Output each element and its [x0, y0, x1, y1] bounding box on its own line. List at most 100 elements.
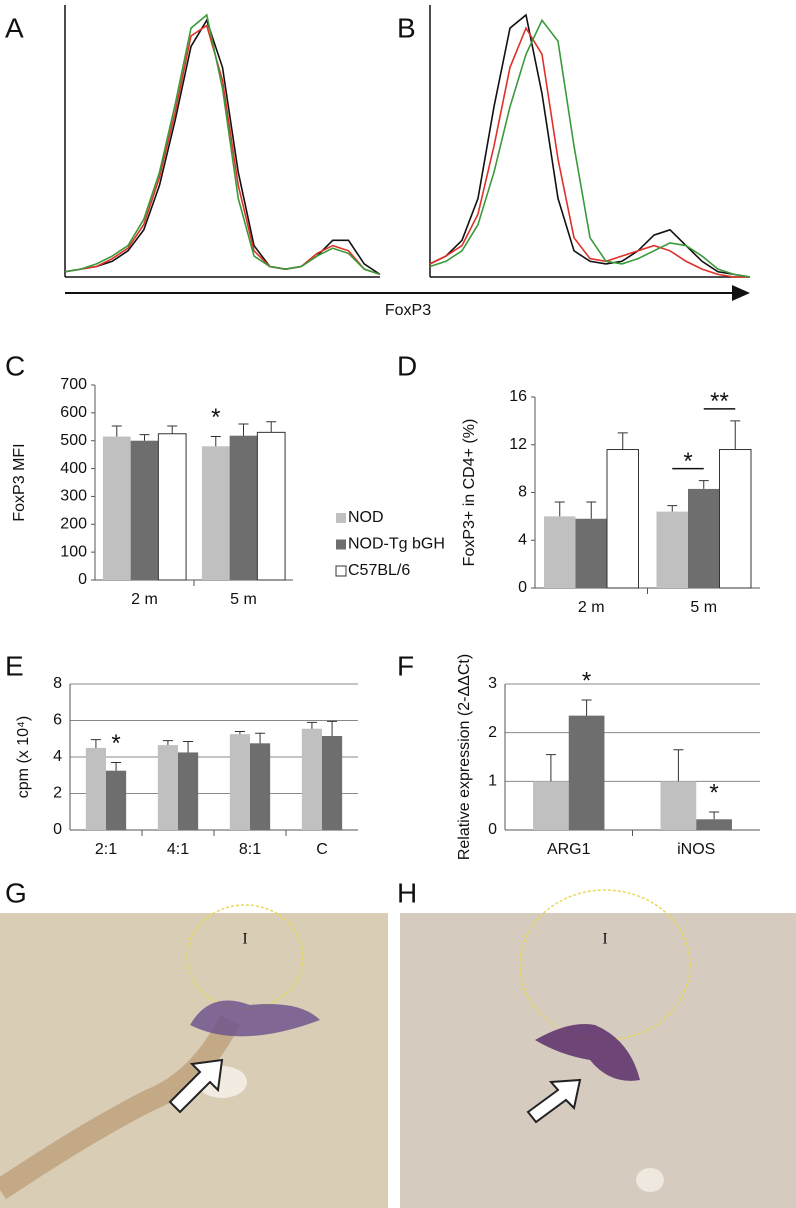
significance-mark: * — [709, 779, 718, 806]
x-tick-label: 2 m — [131, 591, 158, 608]
x-tick-label: iNOS — [677, 841, 715, 858]
y-tick-label: 300 — [60, 488, 87, 505]
panel-letter: G — [5, 877, 27, 908]
error-bar — [234, 730, 245, 735]
error-bar — [667, 505, 678, 512]
bar — [660, 781, 697, 830]
panel-letter: F — [397, 650, 414, 681]
error-bar — [673, 749, 684, 782]
y-tick-label: 16 — [509, 388, 527, 405]
y-tick-label: 700 — [60, 376, 87, 393]
y-tick-label: 200 — [60, 516, 87, 533]
error-bar — [210, 436, 221, 447]
y-tick-label: 400 — [60, 460, 87, 477]
x-tick-label: 4:1 — [167, 841, 189, 858]
x-tick-label: C — [316, 841, 328, 858]
bar — [157, 433, 187, 581]
y-tick-label: 4 — [53, 748, 62, 765]
micrograph — [0, 904, 388, 1208]
error-bar — [111, 425, 122, 437]
bar — [533, 781, 569, 830]
error-bar — [306, 721, 317, 729]
legend-label: NOD — [348, 509, 384, 526]
histogram-line — [429, 13, 751, 278]
bar — [301, 728, 322, 830]
bar — [229, 734, 250, 830]
x-axis-label: FoxP3 — [385, 302, 431, 319]
y-axis-label: FoxP3 MFI — [11, 443, 28, 521]
y-tick-label: 1 — [488, 773, 497, 790]
y-tick-label: 8 — [518, 484, 527, 501]
y-tick-label: 4 — [518, 531, 527, 548]
error-bar — [545, 754, 556, 782]
x-tick-label: 5 m — [230, 591, 257, 608]
bar — [106, 770, 127, 830]
panel-letter: C — [5, 350, 25, 381]
legend-swatch — [335, 565, 347, 577]
y-tick-label: 0 — [78, 571, 87, 588]
error-bar — [554, 501, 565, 517]
y-axis-label: FoxP3+ in CD4+ (%) — [461, 419, 478, 567]
x-tick-label: 2 m — [578, 599, 605, 616]
panel-letter: A — [5, 12, 24, 43]
error-bar — [255, 732, 266, 744]
y-axis-label: Relative expression (2-ΔΔCt) — [456, 654, 473, 860]
bar — [606, 449, 639, 589]
significance-mark: * — [211, 404, 220, 431]
bar — [102, 436, 131, 580]
error-bar — [183, 740, 194, 753]
micrograph — [400, 889, 796, 1208]
error-bar — [617, 432, 628, 450]
significance-mark: ** — [710, 388, 729, 415]
y-tick-label: 0 — [488, 821, 497, 838]
bar — [719, 449, 752, 589]
x-tick-label: 2:1 — [95, 841, 117, 858]
bar — [130, 440, 159, 580]
significance-mark: * — [683, 448, 692, 475]
bar — [568, 715, 605, 830]
error-bar — [90, 739, 101, 748]
legend-label: C57BL/6 — [348, 562, 410, 579]
error-bar — [730, 420, 741, 450]
x-tick-label: 5 m — [690, 599, 717, 616]
bar — [656, 511, 688, 588]
histogram-line — [429, 26, 750, 278]
bar — [201, 446, 230, 580]
error-bar — [139, 434, 150, 441]
bar — [250, 743, 271, 830]
islet-label: I — [242, 931, 247, 948]
error-bar — [709, 811, 720, 820]
bar — [229, 435, 258, 580]
bar — [575, 518, 607, 588]
legend-swatch — [336, 513, 346, 523]
panel-letter: B — [397, 12, 416, 43]
panel-letter: E — [5, 650, 24, 681]
x-tick-label: 8:1 — [239, 841, 261, 858]
histogram-line — [64, 18, 381, 276]
error-bar — [111, 761, 122, 771]
bar — [696, 819, 732, 830]
y-tick-label: 12 — [509, 436, 527, 453]
histogram-line — [64, 13, 381, 276]
y-tick-label: 600 — [60, 404, 87, 421]
panel-letter: H — [397, 877, 417, 908]
bar — [256, 431, 286, 581]
panel-letter: D — [397, 350, 417, 381]
y-tick-label: 3 — [488, 675, 497, 692]
error-bar — [327, 720, 338, 737]
bar — [322, 736, 343, 830]
bar — [544, 516, 576, 588]
error-bar — [167, 425, 178, 434]
y-tick-label: 8 — [53, 675, 62, 692]
significance-mark: * — [582, 667, 591, 694]
histogram-line — [64, 24, 381, 276]
significance-mark: * — [111, 730, 120, 757]
y-axis-label: cpm (x 10⁴) — [15, 716, 32, 798]
y-tick-label: 0 — [53, 821, 62, 838]
legend-label: NOD-Tg bGH — [348, 536, 445, 553]
y-tick-label: 0 — [518, 579, 527, 596]
bar — [688, 488, 720, 588]
histogram-line — [429, 18, 751, 278]
y-tick-label: 100 — [60, 543, 87, 560]
